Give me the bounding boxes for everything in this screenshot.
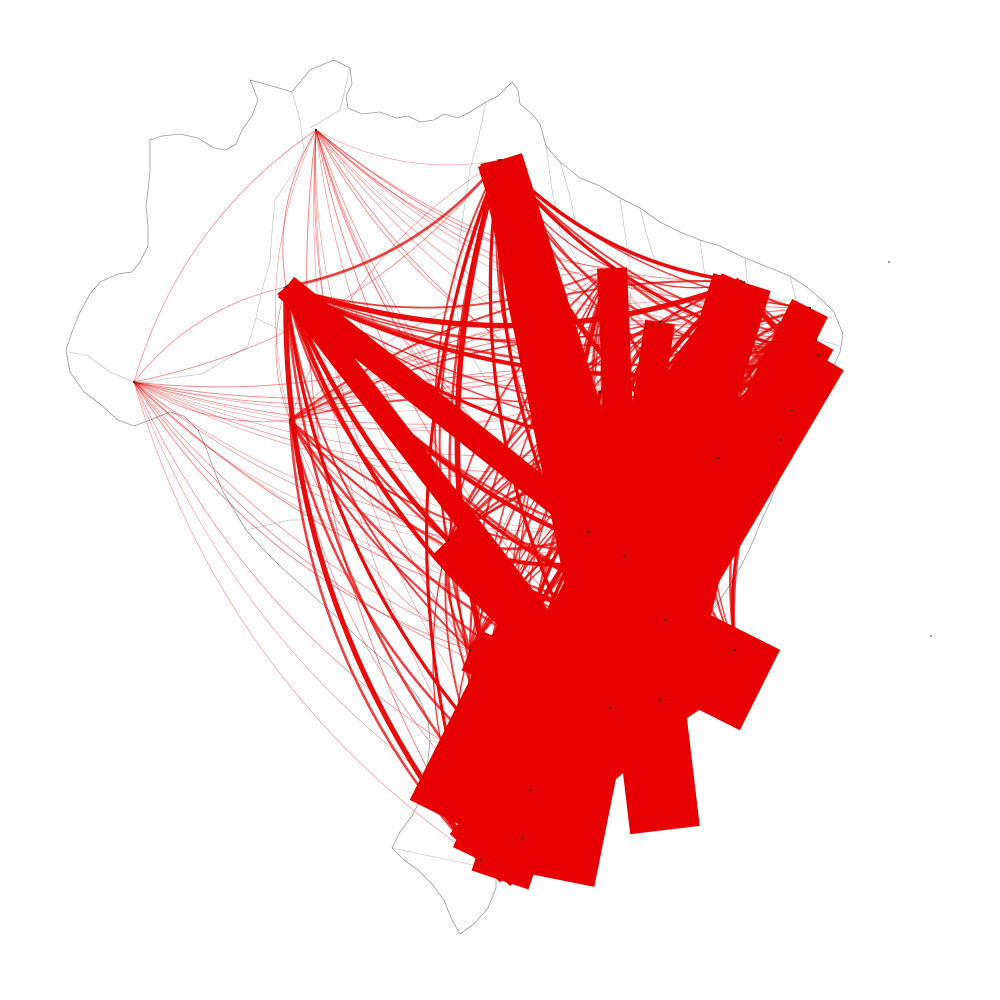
hub-belem [498, 158, 502, 162]
flow-line [275, 129, 317, 421]
city-hubs [132, 128, 820, 862]
flow-line [133, 129, 317, 383]
hub-belo-horizonte [663, 618, 667, 622]
hub-palmas [598, 390, 602, 394]
hub-joao-pessoa [814, 338, 818, 342]
flow-line [133, 381, 449, 541]
offshore-islands [888, 261, 932, 637]
hub-sao-luis [610, 266, 614, 270]
hub-teresina [658, 320, 662, 324]
flow-line [306, 129, 481, 861]
hub-natal [808, 306, 812, 310]
hub-cuiaba [446, 538, 450, 542]
hub-aracaju [778, 438, 782, 442]
hub-maceio [790, 408, 794, 412]
flow-lines [133, 129, 844, 890]
hub-curitiba [528, 788, 532, 792]
flow-band [609, 319, 675, 559]
flow-line [133, 381, 471, 651]
hub-brasilia [622, 554, 626, 558]
hub-fortaleza [740, 280, 744, 284]
flow-band [277, 276, 633, 567]
hub-rio-de-janeiro [658, 698, 662, 702]
flow-line [315, 129, 613, 269]
hub-porto-alegre [478, 858, 482, 862]
flow-band [639, 449, 744, 629]
hub-manaus [284, 285, 288, 289]
hub-campo-grande [468, 648, 472, 652]
hub-recife [816, 353, 820, 357]
hub-boa-vista [314, 128, 318, 132]
flow-band [605, 615, 700, 835]
flow-line [282, 129, 317, 288]
hub-sao-paulo [608, 706, 612, 710]
hub-florianopolis [520, 836, 524, 840]
flow-line [285, 159, 502, 289]
hub-vitoria [733, 648, 737, 652]
hub-rio-branco [132, 380, 136, 384]
island-dot [930, 635, 932, 637]
flow-line [289, 419, 589, 533]
flow-line [133, 381, 291, 422]
flow-line [133, 381, 481, 861]
hub-goiania [586, 530, 590, 534]
flow-line [133, 321, 661, 405]
flow-line [133, 286, 287, 383]
flow-line [289, 159, 501, 421]
flow-band [525, 673, 635, 887]
flow-line [285, 267, 613, 309]
hub-porto-velho [288, 418, 292, 422]
flow-band [409, 619, 581, 841]
island-dot [888, 261, 890, 263]
flow-line [275, 286, 291, 421]
flow-line [315, 129, 501, 166]
hub-salvador [716, 456, 720, 460]
